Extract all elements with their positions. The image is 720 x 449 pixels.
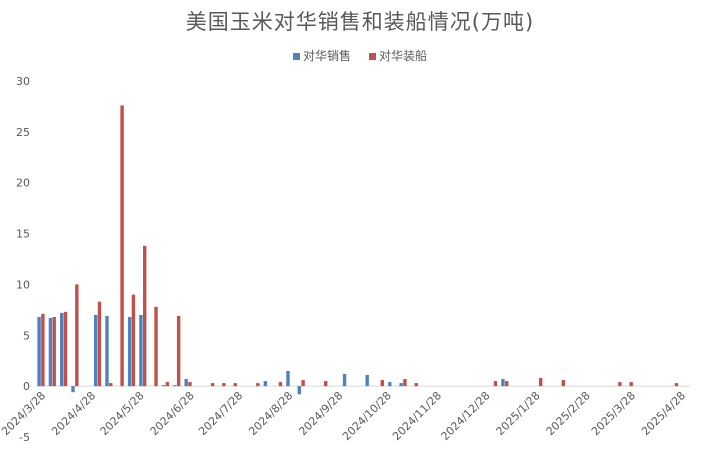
shipment-bar <box>538 378 543 387</box>
shipment-bar <box>256 383 260 387</box>
shipment-bar <box>674 383 679 387</box>
x-tick-label: 2024/9/28 <box>296 389 345 438</box>
sales-bar <box>93 314 98 387</box>
shipment-bar <box>222 383 226 387</box>
legend-item: 对华销售 <box>292 47 351 64</box>
x-tick-label: 2024/8/28 <box>246 389 295 438</box>
sales-bar <box>297 386 301 395</box>
x-tick-label: 2025/2/28 <box>544 389 593 438</box>
shipment-bar <box>278 382 283 387</box>
x-tick-label: 2024/7/28 <box>196 389 245 438</box>
shipment-bar <box>120 105 124 387</box>
y-tick-label: 25 <box>16 126 30 139</box>
sales-bar <box>139 314 143 387</box>
legend-label: 对华销售 <box>302 49 351 63</box>
sales-bar <box>365 374 369 387</box>
sales-bar <box>173 385 177 387</box>
y-tick-label: 20 <box>16 177 30 190</box>
y-tick-label: 30 <box>16 75 30 88</box>
x-tick-label: 2024/10/28 <box>340 389 394 443</box>
sales-bar <box>71 386 75 393</box>
y-tick-label: 10 <box>16 278 30 291</box>
shipment-bar <box>233 383 237 387</box>
shipment-bar <box>176 315 181 387</box>
shipment-bar <box>403 379 407 387</box>
sales-bar <box>37 316 41 387</box>
legend: 对华销售 对华装船 <box>0 47 720 64</box>
sales-bar <box>263 381 268 387</box>
x-tick-label: 2024/5/28 <box>98 389 147 438</box>
legend-swatch <box>369 53 376 60</box>
chart-title: 美国玉米对华销售和装船情况(万吨) <box>185 10 535 34</box>
legend-item: 对华装船 <box>369 47 427 64</box>
legend-label: 对华装船 <box>379 49 428 63</box>
sales-bar <box>501 379 505 387</box>
sales-bar <box>127 316 132 387</box>
shipment-bar <box>143 245 147 387</box>
shipment-bar <box>52 316 56 387</box>
x-tick-label: 2024/12/28 <box>439 389 493 443</box>
sales-bar <box>60 312 64 387</box>
x-tick-label: 2024/6/28 <box>148 389 197 438</box>
sales-bar <box>399 383 403 387</box>
y-tick-label: 15 <box>16 228 30 241</box>
y-tick-label: 0 <box>23 380 30 393</box>
sales-bar <box>105 315 109 387</box>
shipment-bar <box>75 284 79 387</box>
shipment-bar <box>154 306 158 387</box>
legend-swatch <box>292 53 300 60</box>
sales-bar <box>184 379 188 387</box>
shipment-bar <box>41 313 45 387</box>
shipment-bar <box>380 380 384 387</box>
sales-bar <box>388 382 392 387</box>
y-tick-label: -5 <box>19 431 30 444</box>
sales-bar <box>161 385 166 387</box>
shipment-bar <box>561 380 565 387</box>
shipment-bar <box>97 301 102 387</box>
shipment-bar <box>324 381 328 387</box>
shipment-bar <box>493 381 498 387</box>
shipment-bar <box>301 380 305 387</box>
sales-bar <box>48 317 53 387</box>
shipment-bar <box>210 383 215 387</box>
shipment-bar <box>414 383 418 387</box>
y-tick-label: 5 <box>23 329 30 342</box>
sales-bar <box>286 370 290 387</box>
shipment-bar <box>165 382 170 387</box>
x-tick-label: 2024/11/28 <box>390 389 444 443</box>
shipment-bar <box>131 294 136 387</box>
shipment-bar <box>109 383 113 387</box>
sales-bar <box>342 373 347 387</box>
x-tick-label: 2025/3/28 <box>589 389 638 438</box>
shipment-bar <box>505 381 509 387</box>
x-tick-label: 2025/4/28 <box>639 389 688 438</box>
shipment-bar <box>63 311 68 387</box>
x-tick-label: 2025/1/28 <box>494 389 543 438</box>
shipment-bar <box>618 382 622 387</box>
shipment-bar <box>188 382 192 387</box>
x-tick-label: 2024/4/28 <box>49 389 98 438</box>
shipment-bar <box>629 382 633 387</box>
